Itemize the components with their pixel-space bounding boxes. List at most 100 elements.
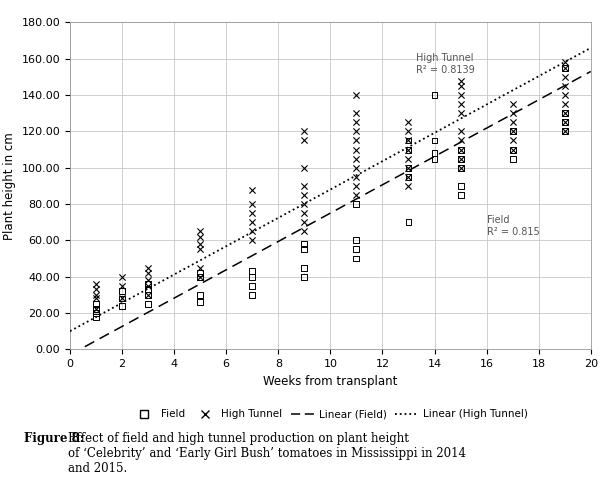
Point — [300, 191, 309, 199]
Point — [195, 233, 205, 241]
Point — [91, 294, 101, 302]
Point — [300, 218, 309, 226]
Point — [404, 173, 414, 181]
Point — [351, 155, 361, 163]
Point — [456, 82, 465, 90]
Point — [560, 127, 569, 135]
Point — [404, 218, 414, 226]
Point — [404, 146, 414, 154]
Point — [456, 76, 465, 84]
Point — [300, 164, 309, 172]
Point — [247, 237, 257, 245]
Point — [508, 137, 518, 145]
Point — [456, 146, 465, 154]
Point — [195, 263, 205, 271]
Point — [351, 164, 361, 172]
Point — [91, 312, 101, 321]
Point — [143, 276, 153, 284]
Point — [195, 298, 205, 306]
Point — [195, 272, 205, 280]
Point — [560, 82, 569, 90]
Point — [143, 282, 153, 290]
Point — [560, 109, 569, 117]
Point — [404, 182, 414, 190]
Point — [351, 182, 361, 190]
Point — [247, 200, 257, 208]
Point — [560, 127, 569, 135]
Point — [508, 155, 518, 163]
Point — [351, 200, 361, 208]
Point — [404, 146, 414, 154]
Point — [117, 294, 127, 302]
Point — [560, 64, 569, 72]
Point — [456, 146, 465, 154]
Point — [404, 173, 414, 181]
Point — [300, 209, 309, 217]
Point — [91, 309, 101, 317]
Point — [143, 291, 153, 299]
Point — [404, 127, 414, 135]
Point — [300, 240, 309, 248]
Point — [247, 218, 257, 226]
Point — [247, 267, 257, 275]
Point — [351, 173, 361, 181]
Point — [456, 164, 465, 172]
X-axis label: Weeks from transplant: Weeks from transplant — [263, 375, 398, 388]
Text: Figure 8:: Figure 8: — [24, 432, 89, 445]
Point — [143, 280, 153, 288]
Point — [456, 182, 465, 190]
Text: High Tunnel
R² = 0.8139: High Tunnel R² = 0.8139 — [417, 53, 475, 75]
Point — [351, 109, 361, 117]
Point — [300, 182, 309, 190]
Point — [247, 227, 257, 235]
Point — [404, 137, 414, 145]
Point — [404, 164, 414, 172]
Point — [351, 127, 361, 135]
Point — [351, 246, 361, 253]
Point — [456, 137, 465, 145]
Point — [508, 118, 518, 126]
Point — [143, 269, 153, 277]
Point — [300, 227, 309, 235]
Point — [351, 146, 361, 154]
Point — [404, 164, 414, 172]
Point — [404, 118, 414, 126]
Point — [117, 282, 127, 290]
Point — [560, 100, 569, 108]
Point — [300, 137, 309, 145]
Point — [430, 155, 440, 163]
Point — [508, 146, 518, 154]
Point — [300, 200, 309, 208]
Point — [560, 118, 569, 126]
Point — [91, 300, 101, 308]
Point — [143, 300, 153, 308]
Point — [195, 240, 205, 248]
Point — [404, 155, 414, 163]
Point — [456, 109, 465, 117]
Point — [91, 285, 101, 293]
Point — [456, 191, 465, 199]
Point — [195, 227, 205, 235]
Point — [91, 280, 101, 288]
Point — [351, 137, 361, 145]
Point — [117, 294, 127, 302]
Point — [91, 305, 101, 313]
Point — [247, 186, 257, 194]
Point — [456, 127, 465, 135]
Point — [456, 164, 465, 172]
Point — [456, 100, 465, 108]
Point — [247, 282, 257, 290]
Point — [456, 155, 465, 163]
Point — [430, 137, 440, 145]
Point — [143, 291, 153, 299]
Point — [351, 191, 361, 199]
Point — [300, 127, 309, 135]
Point — [91, 291, 101, 299]
Point — [247, 272, 257, 280]
Point — [195, 269, 205, 277]
Point — [195, 246, 205, 253]
Point — [508, 109, 518, 117]
Point — [195, 291, 205, 299]
Point — [300, 272, 309, 280]
Point — [508, 146, 518, 154]
